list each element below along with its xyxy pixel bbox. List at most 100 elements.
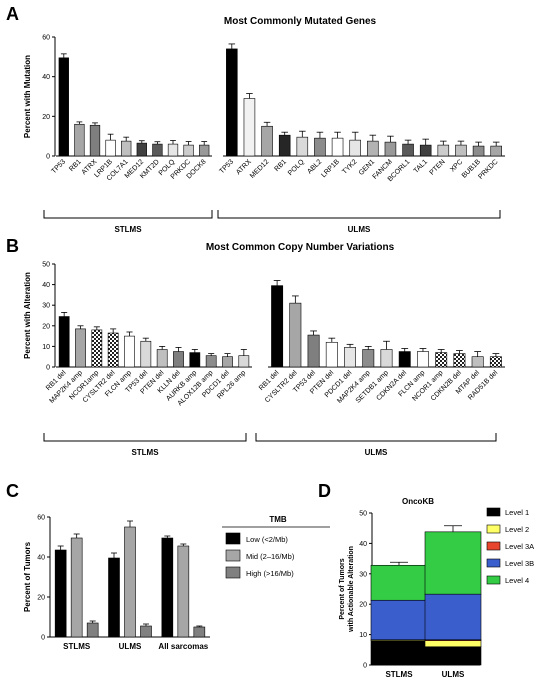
chart-title: OncoKB (402, 497, 434, 506)
bar-stlms-prkdc (183, 144, 194, 157)
legend-label: Level 2 (505, 525, 529, 534)
group-bracket (217, 210, 501, 219)
legend-label: Level 3A (505, 542, 534, 551)
bar-ulms-setdb1-amp (380, 349, 393, 368)
bar-ulms-cdkn2a-del (398, 351, 411, 368)
bar-ulms-map2k4-amp (362, 349, 375, 368)
bar-stlms-klln-del (173, 351, 184, 368)
x-tick-label: STLMS (385, 670, 413, 679)
group-label: ULMS (348, 225, 371, 234)
group-label: STLMS (114, 225, 142, 234)
y-axis-label: Percent with Alteration (23, 272, 32, 359)
y-tick-label: 40 (42, 74, 50, 81)
x-tick-label: POLQ (287, 158, 306, 177)
y-tick-label: 20 (37, 595, 45, 602)
panel-label: D (318, 481, 331, 501)
legend-swatch-level-2 (486, 524, 501, 534)
legend-swatch-low-2-mb (225, 532, 241, 545)
bar-stlms-col7a1 (121, 140, 132, 157)
x-tick-label: STLMS (63, 642, 91, 651)
bar-ulms-abl2 (314, 137, 326, 157)
group-label: ULMS (365, 448, 388, 457)
bar-stlms-kmt2d (152, 143, 163, 157)
bar-ulms-cdkn2b-del (453, 353, 466, 368)
legend-label: Low (<2/Mb) (246, 535, 288, 544)
chart-title: Most Commonly Mutated Genes (224, 16, 377, 27)
bar-ulms-polq (296, 136, 309, 157)
stacked-segment-ulms-level-4 (424, 531, 482, 595)
bar-ulms-rb1-del (271, 285, 284, 368)
bar-stlms-rpl26-amp (238, 355, 250, 368)
bar-ulms-prkdc (490, 145, 502, 157)
bar-stlms-map2k4-amp (75, 328, 86, 368)
bar-ulms-pten (437, 144, 450, 157)
group-bracket (43, 210, 213, 219)
group-label: STLMS (131, 448, 159, 457)
bar-stlms-aurkb-amp (189, 352, 201, 368)
legend-swatch-level-3b (486, 558, 501, 568)
bar-all-sarcomas-mid-2-16-mb (177, 545, 190, 638)
bar-ulms-mid-2-16-mb (124, 526, 136, 638)
panel-label: B (6, 236, 19, 256)
legend-label: High (>16/Mb) (246, 569, 294, 578)
x-tick-label: LRP1B (320, 158, 341, 179)
legend-label: Mid (2–16/Mb) (246, 552, 295, 561)
bar-ulms-atrx (243, 98, 256, 157)
y-tick-label: 20 (359, 602, 367, 609)
bar-ulms-tp53 (226, 48, 238, 157)
bar-all-sarcomas-low-2-mb (161, 537, 174, 638)
bar-stlms-alox12b-amp (205, 355, 217, 368)
bar-stlms-high-16-mb (86, 622, 99, 638)
bar-stlms-cysltr2-del (107, 332, 119, 368)
bar-ulms-flcn-amp (417, 351, 429, 368)
panel-d: D OncoKB 0 10 20 30 40 50 Percent of Tumors with … (318, 481, 534, 679)
y-axis-label: Percent of Tumors (23, 541, 32, 612)
y-tick-label: 40 (359, 541, 367, 548)
stacked-segment-ulms-level-3b (424, 593, 482, 641)
bar-ulms-tal1 (419, 144, 432, 157)
bar-ulms-bub1b (472, 145, 485, 157)
panel-label: C (6, 481, 19, 501)
y-axis-label-line: Percent of Tumors (339, 558, 346, 619)
bar-stlms-flcn-amp (124, 335, 135, 368)
legend-swatch-level-1 (486, 507, 501, 517)
bar-stlms-ncor1amp (91, 329, 103, 368)
stacked-segment-stlms-level-1 (370, 640, 428, 666)
bar-ulms-pdcd1-del (344, 347, 356, 368)
bar-ulms-low-2-mb (108, 557, 120, 638)
stacked-segment-ulms-level-2 (424, 640, 482, 648)
legend-label: Level 1 (505, 508, 529, 517)
bar-ulms-bcorl1 (402, 143, 414, 157)
legend-title: TMB (269, 515, 287, 524)
bar-stlms-low-2-mb (54, 549, 67, 638)
bar-stlms-atrx (89, 124, 101, 157)
group-bracket (255, 433, 497, 442)
x-tick-label: TP53 (50, 158, 67, 175)
bar-ulms-med12 (261, 125, 273, 157)
legend-swatch-level-3a (486, 541, 501, 551)
bar-ulms-high-16-mb (140, 625, 152, 638)
bar-ulms-gen1 (367, 140, 379, 157)
x-tick-label: ULMS (442, 670, 465, 679)
x-tick-label: PTEN (429, 158, 447, 176)
y-tick-label: 40 (42, 282, 50, 289)
panel-label: A (6, 4, 19, 24)
stacked-segment-stlms-level-4 (370, 564, 428, 601)
bar-ulms-pten-del (325, 341, 338, 368)
y-tick-label: 50 (359, 511, 367, 518)
bar-ulms-lrp1b (331, 137, 344, 157)
y-axis-label: Percent with Mutation (23, 55, 32, 138)
bar-all-sarcomas-high-16-mb (193, 626, 206, 638)
bar-stlms-dock8 (199, 144, 210, 157)
legend-swatch-mid-2-16-mb (225, 549, 241, 562)
bar-ulms-cysltr2-del (289, 302, 302, 368)
y-tick-label: 0 (363, 663, 367, 670)
y-tick-label: 60 (42, 35, 50, 42)
bar-ulms-fancm (384, 141, 397, 157)
bar-ulms-mtap-del (471, 356, 484, 368)
legend-swatch-high-16-mb (225, 566, 241, 579)
x-tick-label: PRKDC (477, 158, 499, 180)
x-tick-label: XPC (449, 158, 464, 173)
panel-a: A Most Commonly Mutated Genes 0 20 40 60 Perce… (6, 4, 505, 234)
